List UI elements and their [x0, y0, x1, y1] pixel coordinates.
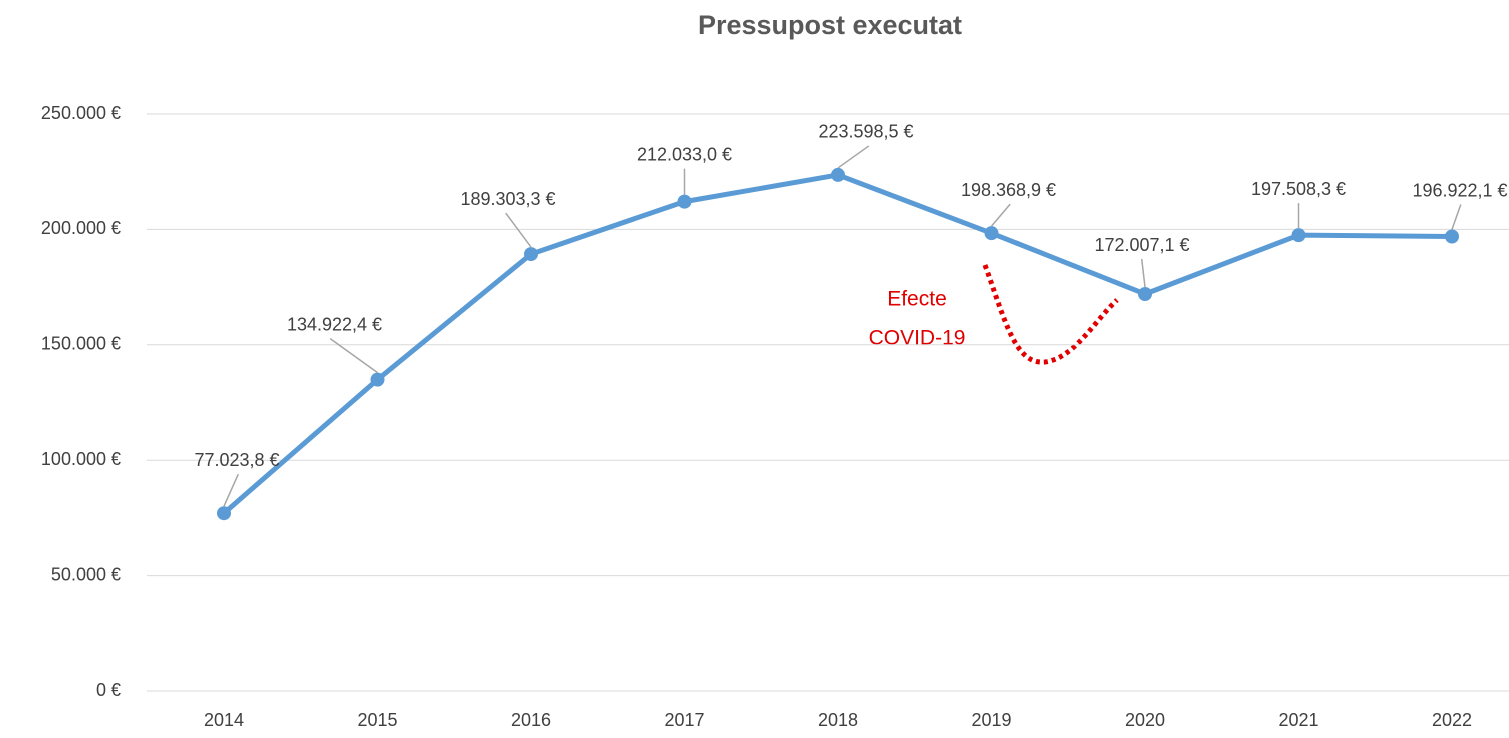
- chart-title: Pressupost executat: [698, 10, 962, 40]
- marker: [1445, 229, 1459, 244]
- leader-line: [223, 473, 239, 507]
- marker: [984, 226, 999, 241]
- x-tick-label: 2015: [357, 710, 397, 730]
- data-label: 212.033,0 €: [637, 144, 732, 164]
- marker: [677, 194, 692, 209]
- data-label: 198.368,9 €: [961, 180, 1056, 200]
- leader-line: [1451, 204, 1462, 230]
- data-label: 134.922,4 €: [287, 314, 382, 334]
- x-tick-label: 2014: [204, 710, 244, 730]
- data-label: 197.508,3 €: [1251, 179, 1346, 199]
- marker: [1138, 287, 1152, 302]
- data-label: 196.922,1 €: [1412, 180, 1507, 200]
- y-tick-label: 0 €: [96, 680, 121, 700]
- leader-line: [990, 203, 1011, 227]
- y-tick-label: 200.000 €: [41, 218, 121, 238]
- marker: [217, 506, 231, 521]
- covid-curve: [982, 264, 1119, 365]
- x-tick-label: 2017: [664, 710, 704, 730]
- annotation: COVID-19: [869, 327, 966, 350]
- marker: [831, 167, 845, 182]
- x-tick-label: 2021: [1278, 710, 1318, 730]
- marker: [1291, 228, 1306, 243]
- leader-line: [1140, 258, 1146, 288]
- line: [222, 172, 1453, 516]
- x-tick-label: 2019: [971, 710, 1011, 730]
- x-tick-label: 2020: [1125, 710, 1165, 730]
- x-tick-label: 2022: [1432, 710, 1472, 730]
- x-tick-label: 2016: [511, 710, 551, 730]
- y-tick-label: 50.000 €: [51, 564, 121, 584]
- annotation: Efecte: [887, 288, 947, 311]
- leader-line: [505, 212, 532, 248]
- marker: [370, 372, 385, 387]
- y-tick-label: 250.000 €: [41, 103, 121, 123]
- data-label: 189.303,3 €: [460, 189, 555, 209]
- y-tick-label: 150.000 €: [41, 334, 121, 354]
- data-label: 223.598,5 €: [818, 122, 913, 142]
- x-tick-label: 2018: [818, 710, 858, 730]
- leader-line: [329, 337, 378, 374]
- data-label: 172.007,1 €: [1094, 235, 1189, 255]
- marker: [524, 247, 538, 262]
- data-label: 77.023,8 €: [194, 450, 279, 470]
- y-tick-label: 100.000 €: [41, 449, 121, 469]
- leader-line: [837, 145, 870, 169]
